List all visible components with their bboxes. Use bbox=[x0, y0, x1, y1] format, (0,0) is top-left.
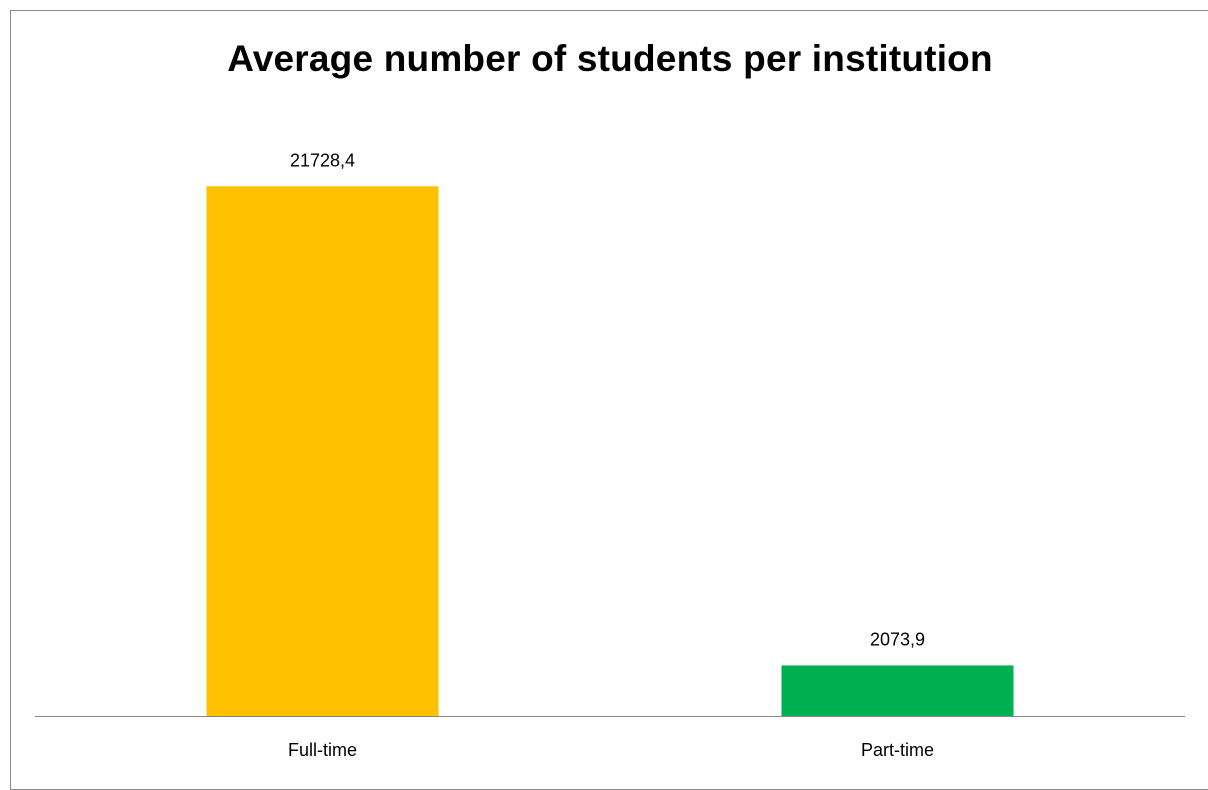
data-label-part-time: 2073,9 bbox=[870, 629, 925, 649]
bar-chart: 21728,4 Full-time 2073,9 Part-time bbox=[35, 150, 1185, 760]
x-tick-label-full-time: Full-time bbox=[288, 740, 357, 760]
bar-full-time bbox=[206, 186, 439, 717]
x-tick-label-part-time: Part-time bbox=[861, 740, 934, 760]
chart-title: Average number of students per instituti… bbox=[227, 38, 993, 79]
data-label-full-time: 21728,4 bbox=[290, 150, 355, 170]
bar-part-time bbox=[781, 665, 1014, 716]
chart-marks: 21728,4 Full-time 2073,9 Part-time bbox=[206, 150, 1014, 760]
